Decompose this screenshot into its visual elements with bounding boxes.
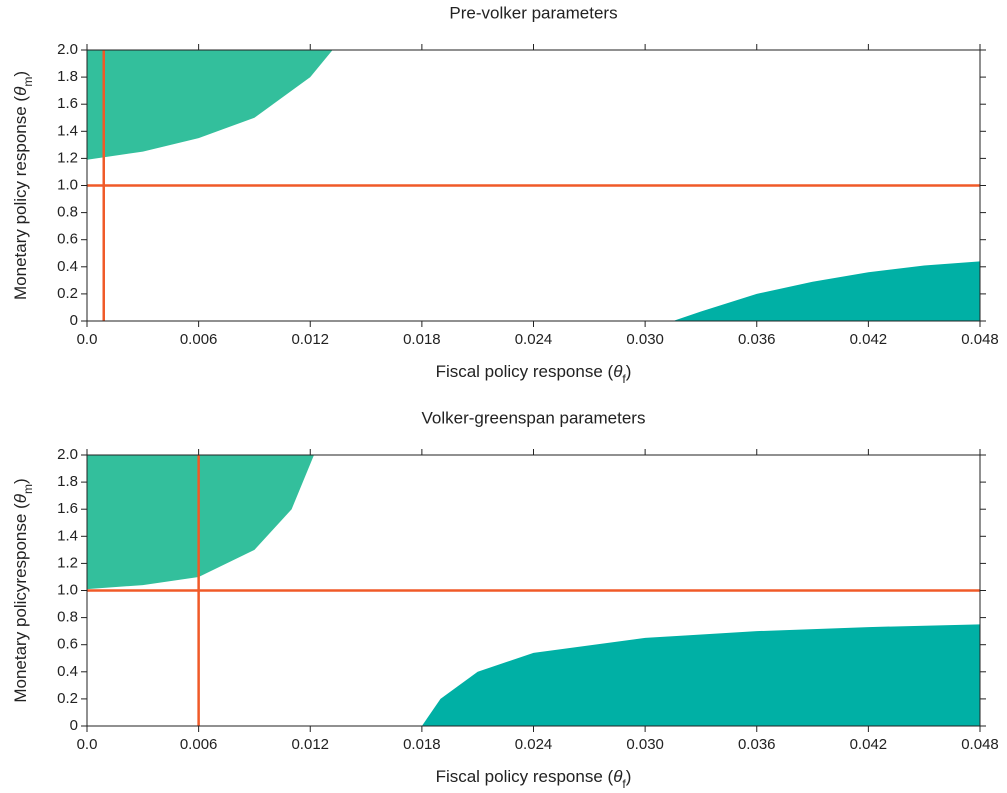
y-tick-label: 2.0: [57, 446, 78, 463]
y-tick-label: 1.0: [57, 581, 78, 598]
label-text: ): [11, 478, 30, 484]
x-tick-label: 0.006: [180, 736, 218, 753]
label-subscript: m: [21, 77, 35, 87]
x-tick-label: 0.042: [850, 736, 888, 753]
chart-title: Pre-volker parameters: [449, 3, 617, 22]
label-subscript: f: [622, 777, 626, 791]
axis-label: Monetary policy response (θm): [11, 71, 35, 300]
label-subscript: f: [622, 372, 626, 386]
x-tick-label: 0.006: [180, 331, 218, 348]
label-text: Monetary policyresponse (: [11, 503, 30, 703]
y-tick-label: 0: [70, 717, 78, 734]
y-tick-label: 1.4: [57, 122, 78, 139]
axis-label: Monetary policyresponse (θm): [11, 478, 35, 702]
label-symbol: θ: [11, 86, 30, 96]
x-tick-label: 0.042: [850, 331, 888, 348]
x-tick-label: 0.048: [961, 736, 999, 753]
y-tick-label: 0.6: [57, 231, 78, 248]
y-tick-label: 1.6: [57, 95, 78, 112]
y-tick-label: 1.0: [57, 176, 78, 193]
label-text: Monetary policy response (: [11, 96, 30, 300]
x-tick-label: 0.030: [626, 331, 664, 348]
y-tick-label: 0.2: [57, 285, 78, 302]
region: [87, 50, 333, 160]
label-symbol: θ: [11, 493, 30, 503]
y-tick-label: 2.0: [57, 41, 78, 58]
x-tick-label: 0.0: [77, 331, 98, 348]
label-subscript: m: [21, 484, 35, 494]
x-tick-label: 0.018: [403, 331, 441, 348]
label-symbol: θ: [613, 362, 623, 381]
y-tick-label: 0.8: [57, 204, 78, 221]
y-tick-label: 1.4: [57, 527, 78, 544]
y-tick-label: 1.6: [57, 500, 78, 517]
y-tick-label: 1.2: [57, 554, 78, 571]
region: [673, 261, 980, 321]
chart-title: Volker-greenspan parameters: [422, 408, 646, 427]
x-tick-label: 0.012: [291, 331, 329, 348]
label-symbol: θ: [613, 767, 623, 786]
region: [421, 624, 980, 726]
y-tick-label: 0.4: [57, 258, 78, 275]
label-text: Fiscal policy response (: [436, 362, 614, 381]
x-tick-label: 0.018: [403, 736, 441, 753]
x-tick-label: 0.030: [626, 736, 664, 753]
x-tick-label: 0.024: [515, 331, 553, 348]
label-text: ): [11, 71, 30, 77]
y-tick-label: 0.4: [57, 663, 78, 680]
axis-label: Fiscal policy response (θf): [436, 767, 632, 791]
y-tick-label: 1.8: [57, 68, 78, 85]
y-tick-label: 0.8: [57, 609, 78, 626]
x-tick-label: 0.036: [738, 736, 776, 753]
x-tick-label: 0.012: [291, 736, 329, 753]
label-text: Fiscal policy response (: [436, 767, 614, 786]
y-tick-label: 0: [70, 312, 78, 329]
y-tick-label: 1.2: [57, 149, 78, 166]
x-tick-label: 0.024: [515, 736, 553, 753]
x-tick-label: 0.048: [961, 331, 999, 348]
y-tick-label: 1.8: [57, 473, 78, 490]
y-tick-label: 0.2: [57, 690, 78, 707]
axis-label: Fiscal policy response (θf): [436, 362, 632, 386]
x-tick-label: 0.036: [738, 331, 776, 348]
region: [87, 455, 314, 590]
label-text: ): [626, 362, 632, 381]
x-tick-label: 0.0: [77, 736, 98, 753]
y-tick-label: 0.6: [57, 636, 78, 653]
label-text: ): [626, 767, 632, 786]
